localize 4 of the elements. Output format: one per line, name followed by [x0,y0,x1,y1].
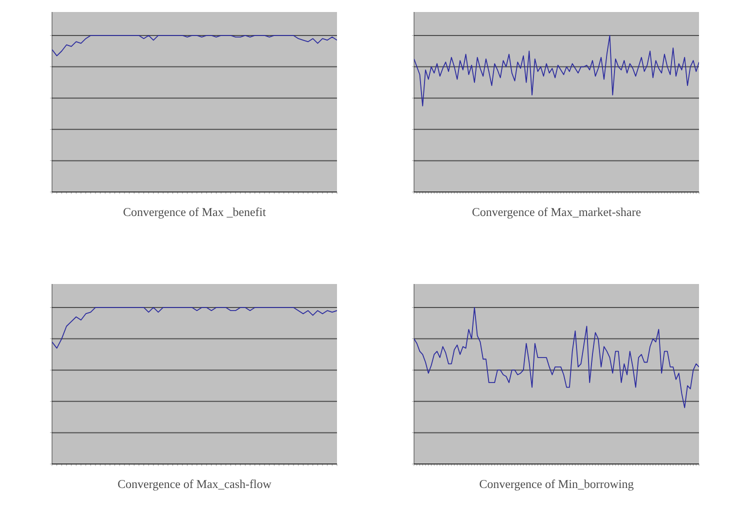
text: Convergence of Min_borrowing [480,480,634,491]
text: Convergence of Max_cash-flow [118,480,272,491]
text: Convergence of Max _benefit [124,208,266,219]
text: Convergence of Max_market-share [472,208,641,219]
